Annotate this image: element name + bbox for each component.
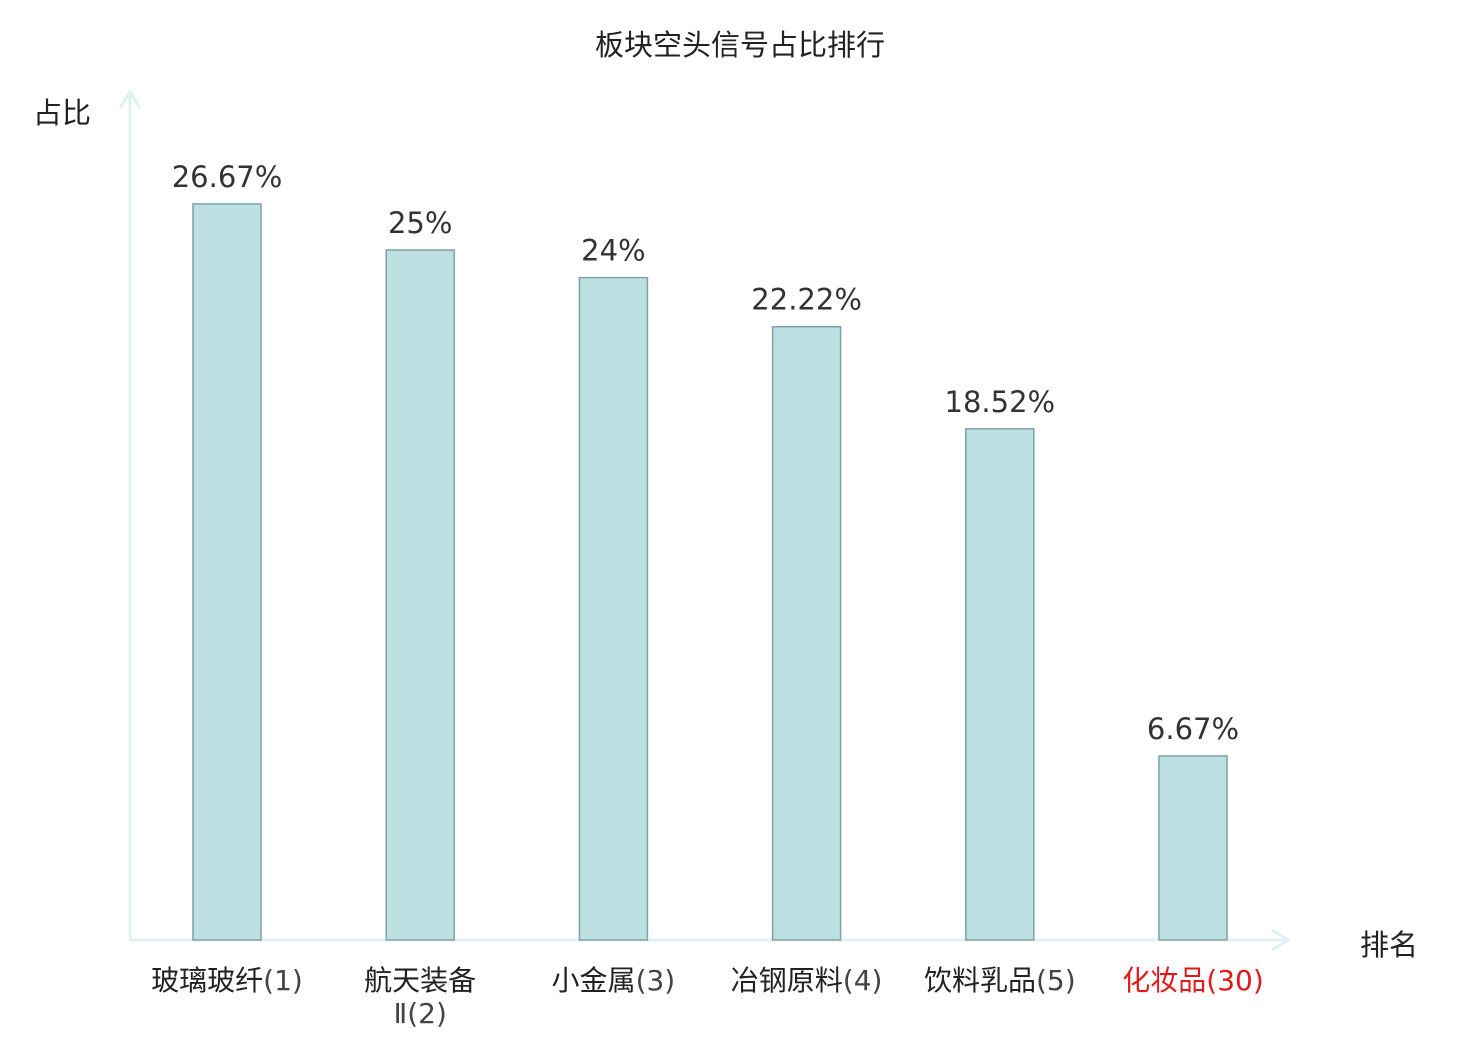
x-axis-label: 排名: [1360, 928, 1419, 962]
value-label-2: 25%: [388, 206, 452, 240]
x-axis-arrow: [1271, 928, 1291, 952]
category-name: 化妆品: [1122, 964, 1207, 997]
category-name: 航天装备: [364, 964, 477, 997]
bar-2: [385, 249, 455, 941]
category-rank: (4): [842, 964, 883, 997]
chart-axes: [118, 89, 1291, 952]
y-axis-label: 占比: [33, 96, 92, 130]
category-rank: (1): [263, 964, 303, 997]
category-rank: (3): [635, 964, 676, 997]
chart-value-labels: 26.67% 25% 24% 22.22% 18.52% 6.67%: [172, 160, 1239, 746]
category-name: 小金属: [551, 964, 636, 997]
category-rank: Ⅱ(2): [393, 997, 447, 1030]
category-rank: (30): [1206, 964, 1264, 997]
y-axis-arrow: [118, 89, 142, 109]
bar-4: [771, 325, 842, 941]
bar-6: [1158, 755, 1228, 941]
category-label-3: 小金属(3): [503, 964, 723, 997]
bar-5: [965, 428, 1035, 941]
category-label-1: 玻璃玻纤(1): [117, 964, 337, 997]
chart-bars: [192, 203, 1228, 941]
category-name: 冶钢原料: [730, 964, 843, 997]
chart-title: 板块空头信号占比排行: [594, 28, 885, 62]
value-label-1: 26.67%: [172, 160, 283, 194]
value-label-4: 22.22%: [751, 283, 862, 317]
category-name: 玻璃玻纤: [151, 964, 264, 997]
category-label-5: 饮料乳品(5): [890, 964, 1110, 997]
category-label-6: 化妆品(30): [1083, 964, 1303, 997]
category-label-2: 航天装备Ⅱ(2): [340, 964, 500, 1030]
category-rank: (5): [1035, 964, 1076, 997]
bar-3: [578, 276, 649, 941]
value-label-3: 24%: [581, 234, 645, 268]
category-label-4: 冶钢原料(4): [697, 964, 917, 997]
value-label-6: 6.67%: [1147, 712, 1239, 746]
value-label-5: 18.52%: [945, 385, 1056, 419]
bar-1: [192, 203, 262, 941]
category-name: 饮料乳品: [923, 964, 1036, 997]
